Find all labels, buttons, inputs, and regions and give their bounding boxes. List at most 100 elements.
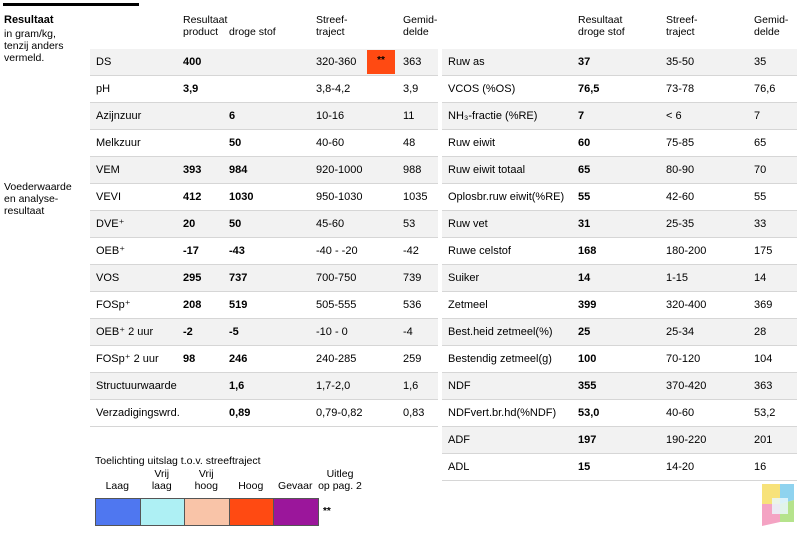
row-label: NDF <box>448 380 471 392</box>
value-droge-stof: 31 <box>578 218 591 230</box>
value-gemiddelde: 201 <box>754 434 773 446</box>
value-streeftraject: 1-15 <box>666 272 689 284</box>
value-droge-stof: 53,0 <box>578 407 600 419</box>
value-droge-stof: 1030 <box>229 191 254 203</box>
value-gemiddelde: 739 <box>403 272 422 284</box>
value-droge-stof: 15 <box>578 461 591 473</box>
value-product: 3,9 <box>183 83 199 95</box>
table-row: Melkzuur 50 40-60 48 <box>90 130 438 157</box>
legend-label: Vrij hoog <box>184 468 229 492</box>
value-gemiddelde: 988 <box>403 164 422 176</box>
value-streeftraject: -40 - -20 <box>316 245 358 257</box>
value-product: 295 <box>183 272 202 284</box>
row-label: Ruw eiwit <box>448 137 496 149</box>
legend-swatch <box>228 498 274 526</box>
header-gemid: Gemid- <box>403 14 438 26</box>
header-streef-right: Streef- <box>666 14 698 26</box>
value-streeftraject: 180-200 <box>666 245 707 257</box>
legend-label-line: laag <box>151 480 172 492</box>
header-gemid-right: Gemid- <box>754 14 789 26</box>
value-droge-stof: 50 <box>229 218 242 230</box>
value-gemiddelde: 55 <box>754 191 767 203</box>
value-gemiddelde: 369 <box>754 299 773 311</box>
row-label: Suiker <box>448 272 480 284</box>
row-label: VOS <box>96 272 120 284</box>
value-droge-stof: 50 <box>229 137 242 149</box>
table-row: VEVI 412 1030 950-1030 1035 <box>90 184 438 211</box>
legend-marker: ** <box>323 506 331 517</box>
value-product: 20 <box>183 218 196 230</box>
value-gemiddelde: 259 <box>403 353 422 365</box>
legend-label: Vrij laag <box>140 468 185 492</box>
row-label: DS <box>96 56 112 68</box>
row-label: NH₃-fractie (%RE) <box>448 110 538 122</box>
value-product: 98 <box>183 353 196 365</box>
value-streeftraject: 3,8-4,2 <box>316 83 351 95</box>
brand-logo <box>762 484 794 526</box>
subtitle-line: in gram/kg, <box>4 28 56 40</box>
legend-label: Laag <box>95 468 140 492</box>
value-streeftraject: 950-1030 <box>316 191 363 203</box>
legend-swatch <box>95 498 141 526</box>
value-gemiddelde: 536 <box>403 299 422 311</box>
value-droge-stof: 399 <box>578 299 597 311</box>
legend-title: Toelichting uitslag t.o.v. streeftraject <box>95 455 261 467</box>
value-streeftraject: 14-20 <box>666 461 695 473</box>
value-gemiddelde: -42 <box>403 245 419 257</box>
legend-label-line: Vrij <box>154 468 170 480</box>
table-row: NH₃-fractie (%RE) 7 < 6 7 <box>442 103 797 130</box>
table-row: NDFvert.br.hd(%NDF) 53,0 40-60 53,2 <box>442 400 797 427</box>
table-row: Azijnzuur 6 10-16 11 <box>90 103 438 130</box>
row-label: pH <box>96 83 111 95</box>
value-streeftraject: 73-78 <box>666 83 695 95</box>
value-droge-stof: 984 <box>229 164 248 176</box>
legend-label-line: Gevaar <box>278 480 313 492</box>
value-gemiddelde: 53 <box>403 218 416 230</box>
row-label: ADF <box>448 434 470 446</box>
section2-label: Voederwaarde en analyse- resultaat <box>4 181 72 217</box>
value-gemiddelde: 35 <box>754 56 767 68</box>
row-label: Best.heid zetmeel(%) <box>448 326 553 338</box>
header-delde-right: delde <box>754 26 780 38</box>
row-label: Ruwe celstof <box>448 245 511 257</box>
table-row: FOSp⁺ 2 uur 98 246 240-285 259 <box>90 346 438 373</box>
header-traject-right: traject <box>666 26 695 38</box>
legend-label: Gevaar <box>273 468 318 492</box>
row-label: VEM <box>96 164 120 176</box>
legend-label-line: hoog <box>194 480 218 492</box>
value-droge-stof: 0,89 <box>229 407 251 419</box>
value-gemiddelde: 14 <box>754 272 767 284</box>
value-streeftraject: 45-60 <box>316 218 345 230</box>
value-droge-stof: 6 <box>229 110 236 122</box>
row-label: Ruw as <box>448 56 485 68</box>
value-droge-stof: -5 <box>229 326 239 338</box>
value-droge-stof: 65 <box>578 164 591 176</box>
value-streeftraject: 25-34 <box>666 326 695 338</box>
value-product: 208 <box>183 299 202 311</box>
table-row: Ruw eiwit totaal 65 80-90 70 <box>442 157 797 184</box>
legend-uitleg-line: Uitleg <box>326 468 354 480</box>
legend-label-line <box>95 468 140 480</box>
value-product: -2 <box>183 326 193 338</box>
value-product: -17 <box>183 245 199 257</box>
table-row: VEM 393 984 920-1000 988 <box>90 157 438 184</box>
row-label: Zetmeel <box>448 299 488 311</box>
table-row: Verzadigingswrd. 0,89 0,79-0,82 0,83 <box>90 400 438 427</box>
value-droge-stof: 519 <box>229 299 248 311</box>
value-gemiddelde: 7 <box>754 110 761 122</box>
value-product: 412 <box>183 191 202 203</box>
legend-label-line <box>273 468 318 480</box>
value-product: 393 <box>183 164 202 176</box>
table-row: Zetmeel 399 320-400 369 <box>442 292 797 319</box>
value-gemiddelde: 65 <box>754 137 767 149</box>
value-droge-stof: 168 <box>578 245 597 257</box>
value-streeftraject: 75-85 <box>666 137 695 149</box>
value-droge-stof: 55 <box>578 191 591 203</box>
legend-swatch <box>139 498 185 526</box>
value-droge-stof: 60 <box>578 137 591 149</box>
value-droge-stof: 1,6 <box>229 380 245 392</box>
legend-label-line: Vrij <box>198 468 214 480</box>
value-gemiddelde: -4 <box>403 326 413 338</box>
section-title: Resultaat <box>4 14 54 26</box>
status-flag: ** <box>367 50 395 74</box>
